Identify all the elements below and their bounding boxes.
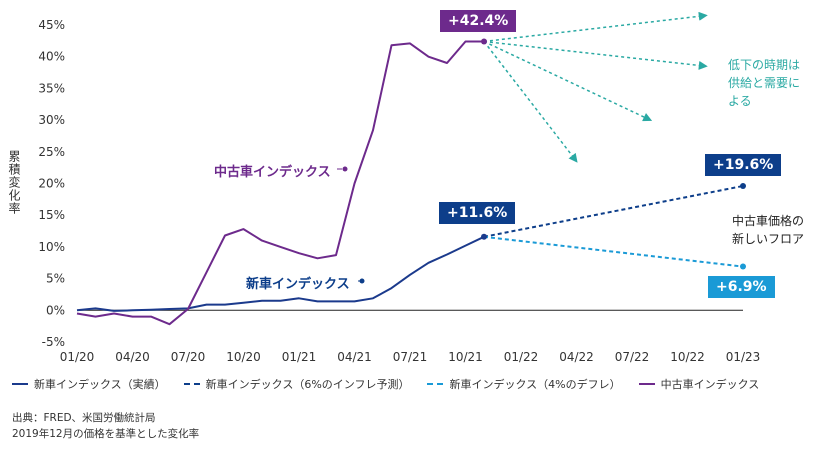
new-actual-point xyxy=(481,233,487,240)
legend-swatch xyxy=(183,383,200,385)
legend-swatch xyxy=(638,383,655,385)
y-tick-label: 15% xyxy=(38,208,65,222)
x-axis-ticks: 01/20 04/20 07/20 10/20 01/21 04/21 07/21 10/21… xyxy=(60,350,761,364)
y-tick-label: 40% xyxy=(38,50,65,64)
legend-swatch xyxy=(427,383,444,385)
decline-arrow xyxy=(483,11,708,43)
decline-arrow xyxy=(483,40,653,122)
x-tick-label: 01/20 xyxy=(60,350,95,364)
new-label-dot xyxy=(359,278,365,284)
floor-note-line-1: 中古車価格の xyxy=(732,214,805,228)
y-tick-label: 0% xyxy=(46,303,65,317)
x-tick-label: 01/21 xyxy=(282,350,317,364)
decline-arrow xyxy=(483,40,708,70)
series-endpoint xyxy=(740,183,746,190)
series-line xyxy=(483,235,744,268)
floor-note: 中古車価格の 新しいフロア xyxy=(732,212,804,248)
y-tick-label: 30% xyxy=(38,113,65,127)
legend: 新車インデックス（実績） 新車インデックス（6%のインフレ予測） 新車インデック… xyxy=(12,376,759,392)
footer: 出典：FRED、米国労働統計局 2019年12月の価格を基準とした変化率 xyxy=(12,410,199,442)
decline-note-line-1: 低下の時期は xyxy=(728,58,801,72)
footer-basis: 2019年12月の価格を基準とした変化率 xyxy=(12,428,200,440)
series-points xyxy=(481,38,746,270)
legend-label: 新車インデックス（4%のデフレ） xyxy=(449,378,621,391)
decline-arrow xyxy=(483,41,578,163)
y-tick-label: 45% xyxy=(38,18,65,32)
y-axis-title: 累積変化率 xyxy=(7,150,21,215)
legend-item-new-inflation: 新車インデックス（6%のインフレ予測） xyxy=(183,376,410,392)
series-line xyxy=(76,235,485,312)
used-series-label: 中古車インデックス xyxy=(214,165,331,180)
x-tick-label: 01/22 xyxy=(504,350,539,364)
x-tick-label: 04/22 xyxy=(559,350,594,364)
used-peak-point xyxy=(481,38,487,45)
series-line xyxy=(76,40,484,326)
footer-source: 出典：FRED、米国労働統計局 xyxy=(12,412,156,424)
new-forecast-badge: +19.6% xyxy=(705,154,782,176)
x-tick-label: 04/21 xyxy=(337,350,372,364)
y-tick-label: 20% xyxy=(38,177,65,191)
series-endpoint xyxy=(740,263,746,270)
new-series-label: 新車インデックス xyxy=(246,277,350,292)
legend-item-new-deflation: 新車インデックス（4%のデフレ） xyxy=(427,376,621,392)
y-tick-label: -5% xyxy=(42,335,65,349)
y-tick-label: 35% xyxy=(38,81,65,95)
decline-note-line-2: 供給と需要に xyxy=(728,76,801,90)
label-leaders xyxy=(337,166,365,284)
x-tick-label: 01/23 xyxy=(726,350,761,364)
x-tick-label: 10/20 xyxy=(226,350,261,364)
legend-label: 新車インデックス（実績） xyxy=(34,378,166,391)
decline-note-line-3: よる xyxy=(728,94,752,108)
legend-label: 中古車インデックス xyxy=(660,378,760,391)
decline-note: 低下の時期は 供給と需要に よる xyxy=(728,56,800,110)
legend-label: 新車インデックス（6%のインフレ予測） xyxy=(205,378,410,391)
x-tick-label: 04/20 xyxy=(115,350,150,364)
legend-item-used: 中古車インデックス xyxy=(638,376,760,392)
decline-arrows xyxy=(483,11,708,163)
x-tick-label: 07/20 xyxy=(171,350,206,364)
used-label-dot xyxy=(342,166,348,172)
x-tick-label: 07/21 xyxy=(393,350,428,364)
x-tick-label: 10/22 xyxy=(670,350,705,364)
y-tick-label: 25% xyxy=(38,145,65,159)
floor-note-line-2: 新しいフロア xyxy=(732,232,805,246)
new-actual-badge: +11.6% xyxy=(439,202,516,224)
y-tick-label: 10% xyxy=(38,240,65,254)
x-tick-label: 10/21 xyxy=(448,350,483,364)
used-peak-badge: +42.4% xyxy=(440,10,517,32)
x-tick-label: 07/22 xyxy=(615,350,650,364)
legend-swatch xyxy=(12,383,28,385)
series-line xyxy=(483,185,744,238)
new-deflation-badge: +6.9% xyxy=(708,276,775,298)
y-tick-label: 5% xyxy=(46,272,65,286)
y-axis-ticks: 45% 40% 35% 30% 25% 20% 15% 10% 5% 0% -5% xyxy=(38,18,65,349)
series-lines xyxy=(76,40,744,326)
legend-item-new-actual: 新車インデックス（実績） xyxy=(12,376,166,392)
